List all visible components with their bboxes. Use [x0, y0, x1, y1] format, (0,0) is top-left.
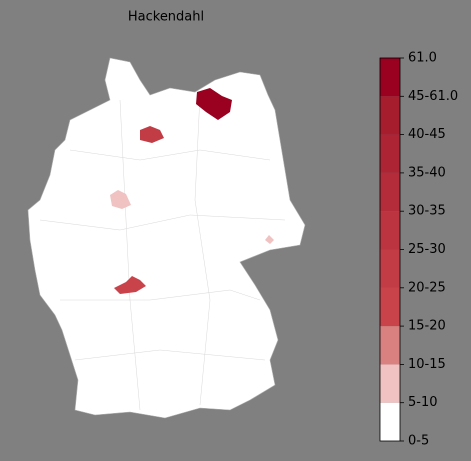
- colorbar-label: 61.0: [408, 51, 437, 66]
- region-highlight: [196, 88, 232, 120]
- colorbar-segment: [380, 58, 400, 97]
- colorbar-segment: [380, 364, 400, 403]
- colorbar-label: 15-20: [408, 319, 446, 334]
- colorbar-segment: [380, 326, 400, 365]
- region-highlight: [140, 126, 164, 143]
- district-borders: [39, 94, 286, 411]
- colorbar-label: 45-61.0: [408, 89, 458, 104]
- region-highlight: [110, 190, 131, 209]
- colorbar-label: 5-10: [408, 395, 438, 410]
- map-title: Hackendahl: [128, 10, 204, 25]
- germany-map: [27, 57, 306, 419]
- colorbar-segment: [380, 172, 400, 212]
- colorbar-label: 30-35: [408, 204, 446, 219]
- colorbar-label: 40-45: [408, 127, 446, 142]
- colorbar-label: 35-40: [408, 165, 446, 180]
- colorbar-label: 0-5: [408, 434, 429, 449]
- region-highlight: [114, 276, 146, 294]
- colorbar-segment: [380, 402, 400, 441]
- colorbar-label: 25-30: [408, 242, 446, 257]
- colorbar: 0-5 5-10 10-15 15-20 20-25 25-30 30-35 35-40 40-…: [380, 51, 458, 449]
- colorbar-segment: [380, 96, 400, 135]
- colorbar-label: 10-15: [408, 357, 446, 372]
- country-outline: [27, 57, 306, 419]
- colorbar-label: 20-25: [408, 280, 446, 295]
- colorbar-frame: [379, 57, 401, 442]
- region-highlight: [265, 235, 274, 244]
- colorbar-segment: [380, 211, 400, 250]
- colorbar-segment: [380, 287, 400, 327]
- colorbar-segment: [380, 249, 400, 288]
- colorbar-segment: [380, 134, 400, 173]
